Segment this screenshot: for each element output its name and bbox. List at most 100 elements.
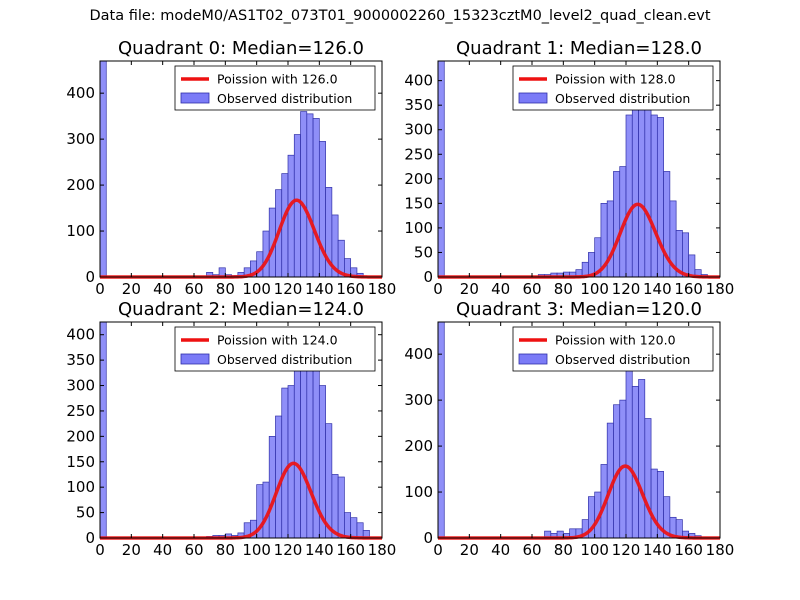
x-tick-label: 0 <box>95 280 105 298</box>
y-tick-label: 200 <box>404 437 433 455</box>
legend: Poission with 124.0 Observed distribution <box>174 326 376 372</box>
x-tick-label: 0 <box>433 280 443 298</box>
x-tick-label: 120 <box>612 280 641 298</box>
y-tick-label: 150 <box>404 194 433 212</box>
histogram-bar <box>437 60 445 278</box>
histogram-bar <box>337 476 345 539</box>
x-tick-label: 140 <box>643 541 672 559</box>
x-tick-label: 20 <box>122 280 141 298</box>
x-tick-label: 180 <box>368 280 397 298</box>
axes-frame <box>437 60 721 278</box>
y-tick-label: 100 <box>404 219 433 237</box>
legend-line-label: Poission with 128.0 <box>555 72 676 87</box>
y-tick-label: 300 <box>404 391 433 409</box>
histogram-bar <box>650 468 658 539</box>
x-tick-label: 160 <box>336 541 365 559</box>
x-tick-label: 20 <box>460 541 479 559</box>
x-tick-label: 20 <box>122 541 141 559</box>
y-tick-label: 100 <box>66 222 95 240</box>
y-tick-label: 50 <box>76 504 95 522</box>
legend: Poission with 128.0 Observed distribution <box>512 65 714 111</box>
subplot-quadrant-2: Quadrant 2: Median=124.00 20 40 60 80 100 120 1… <box>66 299 396 559</box>
histogram-bar <box>625 367 633 539</box>
y-tick-label: 200 <box>66 176 95 194</box>
y-tick-label: 300 <box>66 377 95 395</box>
x-tick-label: 80 <box>216 541 235 559</box>
x-tick-label: 120 <box>274 280 303 298</box>
y-tick-label: 300 <box>66 130 95 148</box>
y-tick-label: 100 <box>404 483 433 501</box>
x-tick-label: 80 <box>554 280 573 298</box>
legend-bar-label: Observed distribution <box>555 352 690 367</box>
y-tick-label: 150 <box>66 453 95 471</box>
legend: Poission with 126.0 Observed distribution <box>174 65 376 111</box>
y-tick-label: 100 <box>66 478 95 496</box>
legend-line-label: Poission with 120.0 <box>555 333 676 348</box>
x-tick-label: 60 <box>184 280 203 298</box>
histogram-bar <box>613 171 621 278</box>
x-tick-label: 40 <box>153 280 172 298</box>
histogram-bar <box>281 387 289 539</box>
x-tick-label: 180 <box>368 541 397 559</box>
axes-frame <box>99 60 383 278</box>
histogram-bar <box>688 254 696 278</box>
subplot-title: Quadrant 2: Median=124.0 <box>118 299 364 320</box>
x-tick-label: 20 <box>460 280 479 298</box>
x-tick-label: 160 <box>674 280 703 298</box>
x-tick-label: 140 <box>305 280 334 298</box>
x-tick-label: 120 <box>274 541 303 559</box>
histogram-bar <box>312 118 320 278</box>
histogram-bar <box>644 418 652 539</box>
y-tick-label: 0 <box>423 529 433 547</box>
legend-bar-swatch <box>518 92 548 104</box>
y-tick-label: 0 <box>423 268 433 286</box>
legend-line-label: Poission with 126.0 <box>217 72 338 87</box>
histogram-bar <box>344 512 352 539</box>
subplot-title: Quadrant 3: Median=120.0 <box>456 299 702 320</box>
subplot-quadrant-1: Quadrant 1: Median=128.00 20 40 60 80 100 120 1… <box>404 38 734 298</box>
x-tick-label: 140 <box>305 541 334 559</box>
y-tick-label: 400 <box>404 345 433 363</box>
y-tick-label: 400 <box>404 72 433 90</box>
subplot-quadrant-0: Quadrant 0: Median=126.00 20 40 60 80 100 120 1… <box>66 38 396 298</box>
y-tick-label: 350 <box>66 351 95 369</box>
legend-bar-label: Observed distribution <box>217 352 352 367</box>
x-tick-label: 140 <box>643 280 672 298</box>
figure-suptitle: Data file: modeM0/AS1T02_073T01_90000022… <box>89 8 711 24</box>
histogram-bar <box>656 117 664 278</box>
x-tick-label: 40 <box>491 280 510 298</box>
x-tick-label: 40 <box>153 541 172 559</box>
histogram-bar <box>306 113 314 278</box>
y-tick-label: 250 <box>66 402 95 420</box>
x-tick-label: 160 <box>336 280 365 298</box>
histogram-bar <box>356 522 364 539</box>
x-tick-label: 0 <box>433 541 443 559</box>
legend-bar-label: Observed distribution <box>555 91 690 106</box>
legend-bar-swatch <box>518 353 548 365</box>
histogram-bar <box>287 154 295 278</box>
x-tick-label: 60 <box>522 541 541 559</box>
legend: Poission with 120.0 Observed distribution <box>512 326 714 372</box>
histogram-bar <box>325 423 333 539</box>
legend-line-label: Poission with 124.0 <box>217 333 338 348</box>
histogram-bar <box>625 114 633 278</box>
x-tick-label: 180 <box>706 280 735 298</box>
x-tick-label: 100 <box>242 280 271 298</box>
x-tick-label: 80 <box>554 541 573 559</box>
histogram-bar <box>638 379 646 539</box>
histogram-bar <box>99 321 107 539</box>
histogram-bar <box>331 474 339 539</box>
subplot-quadrant-3: Quadrant 3: Median=120.0 0 20 40 60 80 100 120 1… <box>404 299 734 559</box>
legend-bar-label: Observed distribution <box>217 91 352 106</box>
y-tick-label: 350 <box>404 96 433 114</box>
x-tick-label: 120 <box>612 541 641 559</box>
histogram-bar <box>300 111 308 278</box>
histogram-bar <box>606 200 614 278</box>
histogram-bar <box>682 232 690 278</box>
x-tick-label: 80 <box>216 280 235 298</box>
axes-frame <box>99 321 383 539</box>
histogram-bar <box>300 359 308 539</box>
x-tick-label: 40 <box>491 541 510 559</box>
histogram-bar <box>268 436 276 539</box>
